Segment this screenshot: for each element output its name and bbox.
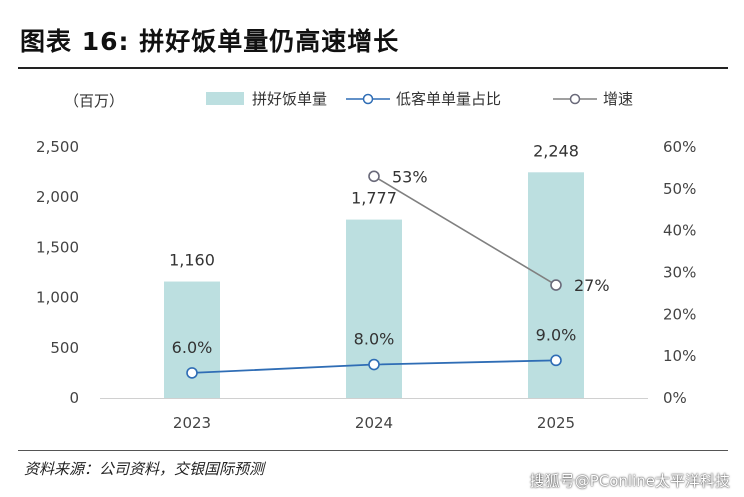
legend-growth-line-swatch	[553, 93, 597, 104]
right-axis-tick-label: 40%	[663, 222, 696, 240]
share-line-data-label: 6.0%	[172, 338, 213, 357]
legend-share-line-label: 低客单单量占比	[396, 90, 502, 108]
title-rule	[18, 67, 728, 69]
growth-line-point	[550, 279, 562, 291]
bar-data-label: 1,160	[169, 251, 215, 270]
watermark: 搜狐号@PConline太平洋科技	[529, 472, 730, 490]
left-axis-tick-label: 1,500	[36, 238, 79, 256]
right-axis-tick-label: 60%	[663, 138, 696, 156]
source-note: 资料来源：公司资料，交银国际预测	[24, 460, 265, 478]
x-axis-tick-label: 2023	[173, 414, 211, 432]
share-line-point	[368, 358, 380, 371]
legend-share-line-swatch	[346, 93, 390, 104]
right-axis-tick-label: 20%	[663, 305, 696, 323]
legend-bar-swatch	[206, 92, 244, 105]
right-axis-tick-label: 30%	[663, 264, 696, 282]
bar-data-label: 1,777	[351, 189, 397, 208]
share-line-point	[550, 354, 562, 367]
left-axis-tick-label: 1,000	[36, 289, 79, 307]
x-axis-tick-label: 2024	[355, 414, 393, 432]
left-axis-tick-label: 500	[50, 339, 79, 357]
legend-bar-label: 拼好饭单量	[252, 90, 328, 108]
right-axis-tick-label: 10%	[663, 347, 696, 365]
left-axis-tick-label: 2,000	[36, 188, 79, 206]
growth-line-data-label: 53%	[392, 167, 428, 186]
legend-item-share-line: 低客单单量占比	[346, 88, 501, 109]
x-axis-tick-label: 2025	[537, 414, 575, 432]
bar-data-label: 2,248	[533, 141, 579, 160]
left-axis-unit-label: （百万）	[64, 92, 125, 110]
share-line-point	[186, 367, 198, 379]
legend-item-bar: 拼好饭单量	[206, 88, 327, 109]
left-axis-tick-label: 0	[69, 389, 79, 407]
right-axis-tick-label: 50%	[663, 180, 696, 198]
share-line-data-label: 9.0%	[536, 325, 577, 344]
growth-line-data-label: 27%	[574, 276, 610, 295]
right-axis-tick-label: 0%	[663, 389, 687, 407]
bar	[346, 219, 402, 398]
legend-item-growth-line: 增速	[553, 88, 633, 109]
figure-title: 图表 16: 拼好饭单量仍高速增长	[20, 27, 400, 56]
legend-growth-line-label: 增速	[603, 90, 634, 108]
left-axis-tick-label: 2,500	[36, 138, 79, 156]
share-line-data-label: 8.0%	[354, 330, 395, 349]
growth-line-point	[368, 170, 380, 183]
source-rule	[18, 450, 728, 451]
growth-line-path	[373, 175, 557, 286]
